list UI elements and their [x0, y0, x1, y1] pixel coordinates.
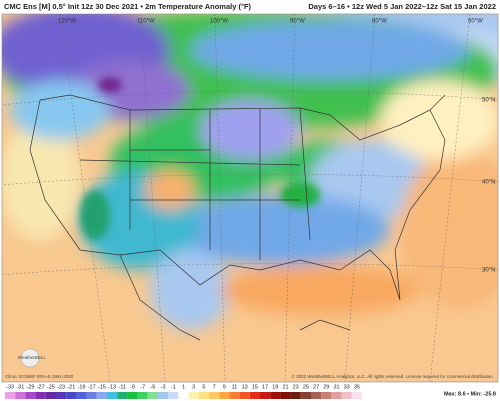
colorbar-label: -5	[150, 384, 155, 390]
colorbar-swatch	[260, 392, 271, 399]
colorbar-swatch	[147, 392, 158, 399]
colorbar-swatch	[280, 392, 291, 399]
colorbar-swatch	[35, 392, 46, 399]
colorbar-label: 31	[333, 384, 339, 390]
colorbar-label: 23	[293, 384, 299, 390]
colorbar-label: -17	[88, 384, 96, 390]
colorbar-label: 1	[182, 384, 185, 390]
map-frame	[1, 13, 499, 383]
colorbar-swatch	[249, 392, 260, 399]
colorbar-label: 29	[323, 384, 329, 390]
colorbar-label: 25	[303, 384, 309, 390]
colorbar-label: 19	[272, 384, 278, 390]
logo: WeatherBELL	[18, 355, 46, 360]
colorbar-label: 21	[282, 384, 288, 390]
colorbar-swatch	[178, 392, 189, 399]
colorbar-label: -1	[171, 384, 176, 390]
colorbar-label: -7	[140, 384, 145, 390]
colorbar-swatch	[311, 392, 322, 399]
colorbar-label: -9	[130, 384, 135, 390]
colorbar-swatch	[188, 392, 199, 399]
colorbar-label: 5	[202, 384, 205, 390]
graticule	[2, 14, 498, 382]
stats: Max: 8.6 • Min: -25.8	[444, 391, 496, 397]
colorbar-label: -13	[108, 384, 116, 390]
colorbar-label: -27	[37, 384, 45, 390]
colorbar-label: 27	[313, 384, 319, 390]
colorbar-label: 11	[232, 384, 238, 390]
colorbar-swatch	[25, 392, 36, 399]
borders	[29, 94, 446, 341]
colorbar-label: -11	[119, 384, 127, 390]
colorbar-swatch	[331, 392, 342, 399]
lat-label: 40°N	[482, 180, 495, 186]
lat-label: 30°N	[482, 268, 495, 274]
lon-label: 90°W	[290, 19, 305, 25]
colorbar-label: 9	[223, 384, 226, 390]
colorbar-label: 33	[344, 384, 350, 390]
colorbar-label: -31	[16, 384, 24, 390]
colorbar: -33 -31 -29 -27 -25 -23 -21 -19 -17 -15 -13 -11 -9 -7…	[5, 384, 362, 399]
logo-icon	[20, 348, 40, 368]
colorbar-label: -21	[67, 384, 75, 390]
colorbar-label: -3	[161, 384, 166, 390]
lon-label: 60°W	[468, 19, 483, 25]
copyright: © 2021 WeatherBELL Analytics, LLC. All r…	[292, 373, 494, 379]
lon-label: 110°W	[137, 19, 155, 25]
colorbar-swatch	[290, 392, 301, 399]
header-right: Days 6–16 • 12z Wed 5 Jan 2022–12z Sat 1…	[308, 2, 496, 11]
colorbar-swatch	[229, 392, 240, 399]
map: 120°W 110°W 100°W 90°W 80°W 60°W 50°N 40…	[2, 14, 498, 382]
colorbar-swatch	[86, 392, 97, 399]
colorbar-swatch	[209, 392, 220, 399]
colorbar-swatch	[76, 392, 87, 399]
colorbar-label: 3	[192, 384, 195, 390]
lat-label: 50°N	[482, 98, 495, 104]
colorbar-label: -25	[47, 384, 55, 390]
lon-label: 120°W	[58, 19, 76, 25]
climo-note: Climo: ECMWF ERA-5 1991-2020	[5, 374, 74, 379]
colorbar-swatch	[137, 392, 148, 399]
colorbar-label: 17	[262, 384, 268, 390]
colorbar-label: 13	[242, 384, 248, 390]
colorbar-swatch	[158, 392, 169, 399]
colorbar-swatch	[198, 392, 209, 399]
colorbar-swatch	[219, 392, 230, 399]
colorbar-swatch	[45, 392, 56, 399]
colorbar-swatch	[96, 392, 107, 399]
colorbar-swatch	[15, 392, 26, 399]
colorbar-swatch	[351, 392, 362, 399]
colorbar-label: 7	[213, 384, 216, 390]
colorbar-swatch	[56, 392, 67, 399]
colorbar-label: -23	[57, 384, 65, 390]
colorbar-label: -33	[6, 384, 14, 390]
colorbar-swatch	[239, 392, 250, 399]
colorbar-label: 15	[252, 384, 258, 390]
colorbar-swatch	[321, 392, 332, 399]
colorbar-swatch	[270, 392, 281, 399]
colorbar-swatch	[107, 392, 118, 399]
colorbar-label: -19	[78, 384, 86, 390]
colorbar-swatch	[117, 392, 128, 399]
colorbar-swatch	[168, 392, 179, 399]
colorbar-label: 35	[354, 384, 360, 390]
colorbar-label: -29	[27, 384, 35, 390]
lon-label: 100°W	[210, 19, 228, 25]
colorbar-swatch	[5, 392, 16, 399]
colorbar-label: -15	[98, 384, 106, 390]
colorbar-swatch	[300, 392, 311, 399]
colorbar-swatch	[127, 392, 138, 399]
colorbar-swatch	[66, 392, 77, 399]
lon-label: 80°W	[372, 19, 387, 25]
colorbar-swatch	[341, 392, 352, 399]
header-left: CMC Ens [M] 0.5° Init 12z 30 Dec 2021 • …	[4, 2, 252, 11]
